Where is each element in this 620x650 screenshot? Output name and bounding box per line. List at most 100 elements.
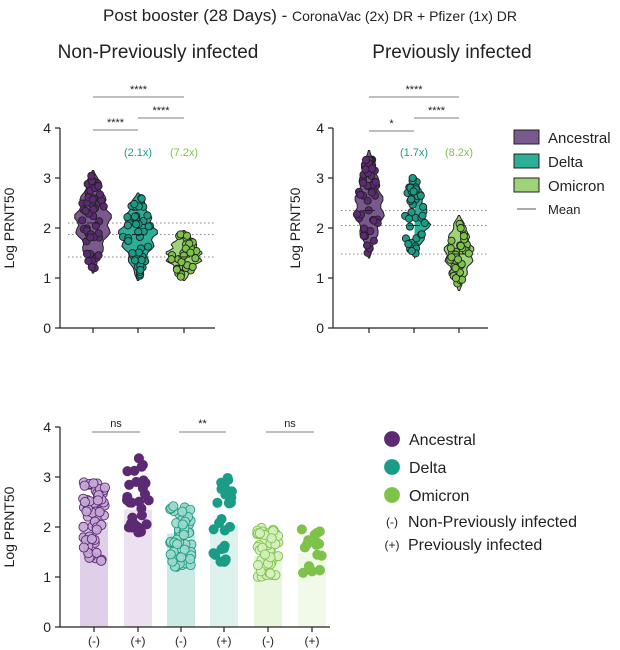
data-point-delta xyxy=(123,213,132,222)
data-point-ancestral xyxy=(99,202,108,211)
data-point-delta xyxy=(405,222,414,231)
legend-marker-omicron xyxy=(384,487,400,503)
data-point-ancestral xyxy=(371,178,380,187)
data-point-delta xyxy=(130,256,140,265)
data-point-ancestral xyxy=(82,249,92,258)
data-point-ancestral xyxy=(91,221,101,230)
data-point-ancestral xyxy=(79,480,90,491)
data-point-omicron xyxy=(179,251,188,260)
data-point-ancestral xyxy=(84,256,93,266)
data-point-delta xyxy=(144,222,153,231)
data-point-ancestral xyxy=(141,519,152,530)
data-point-ancestral xyxy=(361,155,371,165)
data-point-omicron xyxy=(259,549,271,560)
legend-pos-symbol: (+) xyxy=(385,538,400,552)
chart-non-previously-infected: Non-Previously infected 0 1 2 3 4 Log PRNT50 (2… xyxy=(1,42,258,336)
data-point-ancestral xyxy=(81,206,90,215)
y-tick-label: 3 xyxy=(43,469,51,485)
data-point-delta xyxy=(419,202,428,211)
y-tick-label: 0 xyxy=(43,320,51,336)
figure-title: Post booster (28 Days) - CoronaVac (2x) … xyxy=(103,6,517,25)
data-point-delta xyxy=(176,552,187,563)
x-tick-label: (+) xyxy=(131,634,146,648)
data-point-omicron xyxy=(188,262,197,271)
data-point-ancestral xyxy=(88,478,99,489)
data-point-ancestral xyxy=(87,171,96,180)
data-point-delta xyxy=(405,214,414,223)
legend-swatch-ancestral xyxy=(513,129,540,145)
data-point-omicron xyxy=(456,241,465,250)
data-point-omicron xyxy=(314,564,325,576)
x-tick-label: (+) xyxy=(217,634,232,648)
significance-label: **** xyxy=(405,84,423,96)
data-point-ancestral xyxy=(79,497,90,508)
data-point-omicron xyxy=(191,254,200,263)
data-point-ancestral xyxy=(96,555,107,566)
figure-title-sub: CoronaVac (2x) DR + Pfizer (1x) DR xyxy=(292,8,517,24)
data-point-ancestral xyxy=(94,506,105,518)
data-point-delta xyxy=(165,549,176,560)
legend-marker-ancestral xyxy=(384,431,400,447)
data-point-ancestral xyxy=(124,479,135,490)
data-point-omicron xyxy=(303,561,315,572)
data-point-omicron xyxy=(451,274,461,283)
data-point-ancestral xyxy=(352,210,361,219)
data-point-delta xyxy=(177,519,188,530)
legend-label-ancestral: Ancestral xyxy=(409,432,476,449)
y-tick-label: 1 xyxy=(43,270,51,286)
y-tick-label: 0 xyxy=(43,619,51,635)
data-point-ancestral xyxy=(78,216,87,225)
data-point-omicron xyxy=(459,232,468,241)
data-point-delta xyxy=(409,187,418,196)
legend-label-delta: Delta xyxy=(548,154,584,171)
data-point-delta xyxy=(130,212,140,221)
x-tick-label: (+) xyxy=(305,634,320,648)
data-point-omicron xyxy=(451,263,460,273)
data-point-delta xyxy=(132,220,141,229)
legend-label-ancestral: Ancestral xyxy=(548,130,611,147)
legend-swatch-omicron xyxy=(513,177,540,193)
y-tick-label: 0 xyxy=(316,320,324,336)
legend-top: Ancestral Delta Omicron Mean xyxy=(513,129,611,217)
legend-neg-label: Non-Previously infected xyxy=(408,514,577,531)
data-point-ancestral xyxy=(369,216,378,225)
y-tick-label: 3 xyxy=(316,170,324,186)
data-point-ancestral xyxy=(91,524,102,535)
data-point-delta xyxy=(178,529,189,540)
data-point-omicron xyxy=(456,224,465,233)
data-point-omicron xyxy=(167,255,176,264)
legend-pos-label: Previously infected xyxy=(408,537,542,554)
figure-title-main: Post booster (28 Days) - xyxy=(103,6,292,25)
data-point-delta xyxy=(123,221,132,230)
data-point-ancestral xyxy=(81,506,92,517)
chart-title: Previously infected xyxy=(372,42,531,63)
y-tick-label: 1 xyxy=(43,569,51,585)
data-point-delta xyxy=(212,497,223,508)
data-point-omicron xyxy=(296,524,307,535)
data-point-delta xyxy=(216,514,227,525)
y-tick-label: 4 xyxy=(43,419,51,435)
data-point-delta xyxy=(177,506,188,517)
data-point-omicron xyxy=(447,253,456,262)
data-point-delta xyxy=(226,486,237,497)
data-point-ancestral xyxy=(126,522,137,533)
data-point-ancestral xyxy=(359,178,368,187)
fold-change-label-delta: (1.7x) xyxy=(400,147,428,159)
data-point-ancestral xyxy=(139,489,151,500)
data-point-omicron xyxy=(299,542,310,553)
data-point-ancestral xyxy=(78,521,89,532)
legend-swatch-delta xyxy=(513,153,540,169)
data-point-ancestral xyxy=(361,165,370,174)
significance-label: **** xyxy=(107,117,125,129)
y-axis-label: Log PRNT50 xyxy=(1,187,17,268)
data-point-omicron xyxy=(446,244,455,253)
data-point-ancestral xyxy=(86,233,95,242)
data-point-delta xyxy=(144,242,153,251)
chart-title: Non-Previously infected xyxy=(58,42,259,63)
significance-label: ** xyxy=(198,418,207,430)
data-point-delta xyxy=(416,191,425,200)
y-tick-label: 4 xyxy=(43,120,51,136)
data-point-delta xyxy=(130,199,139,209)
